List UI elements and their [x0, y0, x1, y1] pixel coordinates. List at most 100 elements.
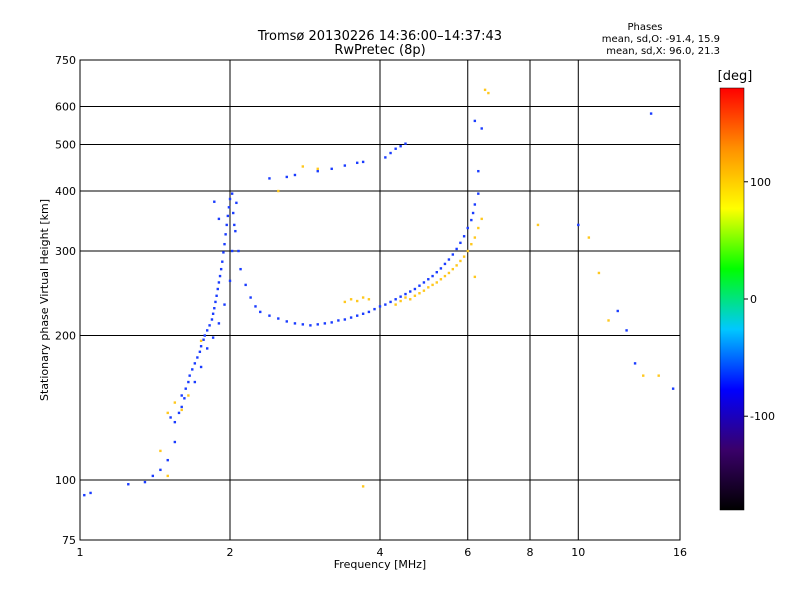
data-point	[470, 218, 473, 222]
data-point	[199, 345, 203, 348]
data-point	[455, 264, 458, 267]
data-point	[657, 374, 660, 377]
data-point	[367, 310, 371, 314]
data-point	[378, 305, 382, 308]
data-point	[349, 316, 353, 319]
data-point	[183, 397, 186, 400]
data-point	[343, 318, 347, 321]
colorbar-tick-label: 100	[750, 176, 771, 189]
data-point	[196, 356, 199, 359]
x-tick-label: 1	[77, 546, 84, 559]
data-point	[536, 223, 540, 227]
data-point	[427, 278, 430, 281]
x-axis-label: Frequency [MHz]	[334, 558, 426, 571]
data-point	[361, 312, 365, 315]
data-point	[427, 286, 430, 289]
data-point	[443, 274, 447, 278]
data-point	[633, 362, 637, 365]
data-point	[399, 144, 402, 148]
data-point	[221, 260, 224, 263]
x-tick-label: 10	[571, 546, 585, 559]
data-point	[466, 226, 469, 230]
data-point	[285, 175, 288, 179]
data-point	[228, 279, 232, 283]
data-point	[89, 491, 92, 495]
data-point	[473, 236, 477, 239]
data-point	[616, 309, 619, 313]
data-point	[159, 468, 162, 472]
data-point	[404, 296, 407, 299]
series-o-mode	[83, 112, 675, 497]
data-point	[316, 167, 319, 171]
data-point	[235, 201, 238, 205]
data-point	[477, 192, 480, 195]
grid-lines	[80, 60, 680, 540]
data-point	[361, 296, 365, 299]
data-point	[361, 160, 365, 164]
data-point	[277, 317, 280, 320]
data-point	[151, 474, 155, 478]
data-point	[413, 294, 417, 297]
colorbar-ticks: 100 0 -100	[744, 176, 775, 423]
data-point	[471, 211, 475, 215]
data-point	[232, 211, 235, 215]
data-point	[166, 411, 169, 415]
x-tick-label: 2	[227, 546, 234, 559]
data-points	[83, 88, 675, 497]
data-point	[477, 169, 480, 173]
data-point	[180, 408, 183, 412]
data-point	[422, 289, 426, 292]
data-point	[143, 480, 147, 484]
y-axis-label: Stationary phase Virtual Height [km]	[38, 199, 51, 401]
data-point	[159, 449, 162, 453]
data-point	[187, 380, 190, 384]
data-point	[466, 249, 469, 253]
data-point	[447, 258, 451, 261]
y-tick-label: 400	[55, 185, 76, 198]
data-point	[473, 119, 477, 123]
data-point	[184, 387, 187, 390]
data-point	[418, 292, 421, 295]
data-point	[316, 323, 319, 326]
data-point	[389, 300, 392, 304]
x-tick-label: 8	[527, 546, 534, 559]
data-point	[230, 192, 234, 195]
data-point	[431, 274, 434, 278]
data-point	[413, 287, 417, 291]
data-point	[217, 217, 221, 221]
data-point	[309, 324, 312, 327]
data-point	[343, 164, 347, 167]
data-point	[577, 223, 580, 227]
data-point	[373, 307, 376, 311]
data-point	[237, 249, 240, 253]
data-point	[649, 112, 653, 115]
data-point	[244, 283, 247, 287]
data-point	[268, 177, 271, 180]
data-point	[316, 169, 319, 173]
data-point	[483, 88, 487, 92]
colorbar-tick-label: 0	[750, 293, 757, 306]
data-point	[223, 303, 226, 306]
y-tick-label: 750	[55, 54, 76, 67]
data-point	[349, 298, 353, 301]
data-point	[208, 324, 211, 327]
data-point	[293, 322, 297, 325]
x-tick-label: 6	[464, 546, 471, 559]
data-point	[203, 334, 206, 337]
colorbar-tick-label: -100	[750, 410, 775, 423]
data-point	[254, 305, 257, 308]
data-point	[384, 156, 387, 159]
data-point	[399, 299, 402, 303]
data-point	[409, 290, 412, 293]
data-point	[202, 338, 205, 341]
data-point	[293, 173, 297, 177]
data-point	[259, 310, 262, 314]
data-point	[389, 151, 392, 155]
phase-summary-x: mean, sd,X: 96.0, 21.3	[606, 46, 720, 57]
data-point	[173, 440, 177, 444]
data-point	[214, 300, 217, 304]
data-point	[205, 347, 209, 350]
data-point	[671, 387, 675, 390]
data-point	[384, 303, 387, 306]
data-point	[431, 283, 434, 287]
